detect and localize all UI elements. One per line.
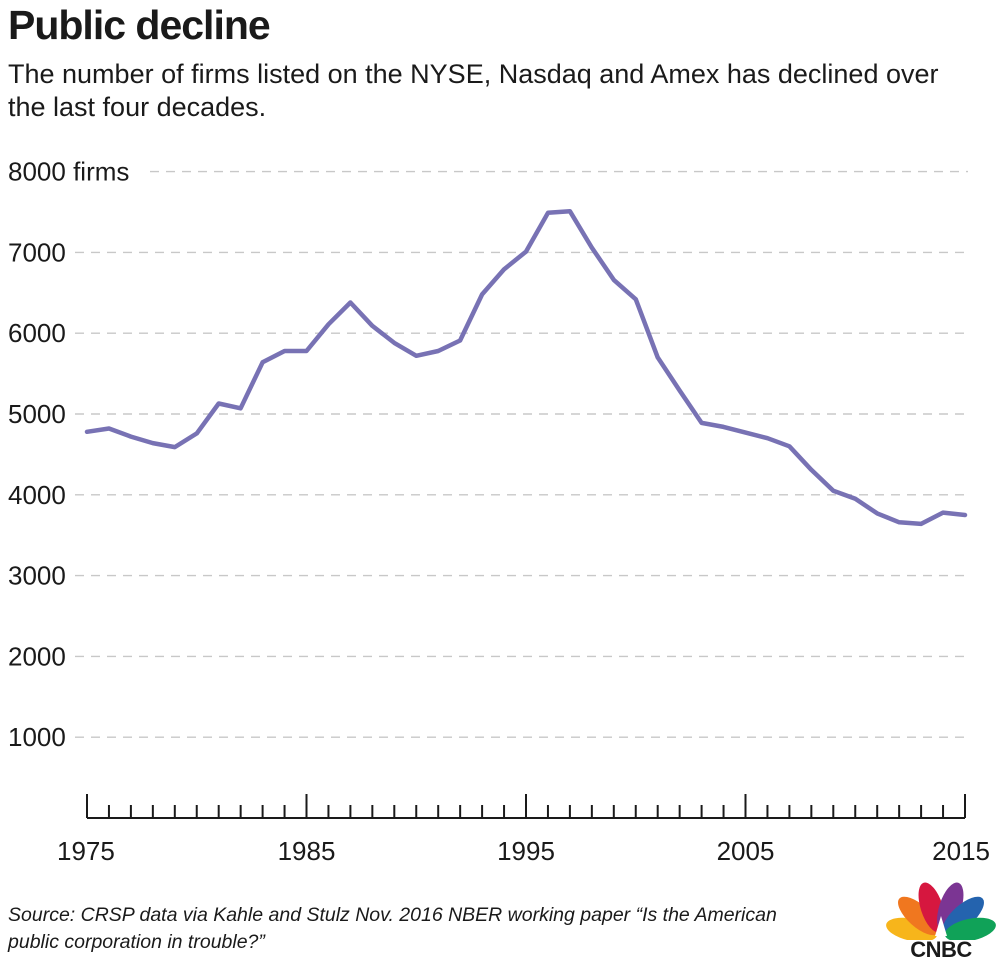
x-axis xyxy=(86,794,966,819)
peacock-body xyxy=(935,916,947,936)
x-tick-label: 1995 xyxy=(497,836,555,866)
logo-text: CNBC xyxy=(910,937,972,962)
x-tick-label: 1985 xyxy=(278,836,336,866)
y-tick-label: 1000 xyxy=(8,722,66,752)
chart-title: Public decline xyxy=(8,2,271,48)
peacock-icon xyxy=(886,882,996,942)
cnbc-logo: CNBC xyxy=(885,880,997,964)
x-axis-labels: 1975 1985 1995 2005 2015 xyxy=(57,836,990,866)
y-axis-labels: 1000 2000 3000 4000 5000 6000 7000 8000 firms xyxy=(8,157,129,753)
chart-subtitle: The number of firms listed on the NYSE, … xyxy=(8,59,939,122)
peacock-feather xyxy=(944,917,996,942)
y-tick-label: 6000 xyxy=(8,318,66,348)
y-tick-label: 4000 xyxy=(8,480,66,510)
gridlines xyxy=(75,170,968,738)
series-layer xyxy=(84,208,968,527)
y-tick-label: 7000 xyxy=(8,237,66,267)
source-note: Source: CRSP data via Kahle and Stulz No… xyxy=(8,904,777,953)
y-tick-label: 5000 xyxy=(8,399,66,429)
y-tick-label: 3000 xyxy=(8,561,66,591)
y-tick-label: 8000 firms xyxy=(8,157,129,187)
series-line xyxy=(84,208,968,527)
x-tick-label: 2005 xyxy=(717,836,775,866)
x-tick-label: 2015 xyxy=(932,836,990,866)
y-tick-label: 2000 xyxy=(8,641,66,671)
x-tick-label: 1975 xyxy=(57,836,115,866)
